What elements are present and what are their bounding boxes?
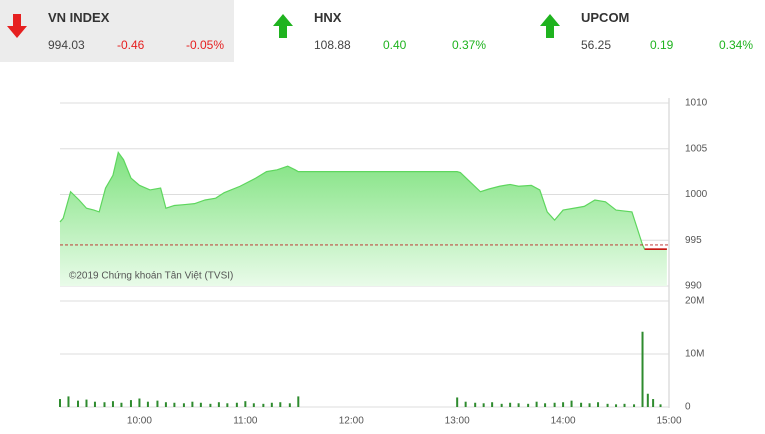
volume-bar — [244, 401, 247, 407]
x-tick-label: 13:00 — [445, 416, 470, 427]
volume-bar — [67, 396, 70, 407]
volume-bar — [77, 400, 80, 407]
volume-bar — [491, 402, 494, 407]
ticker-percent: -0.05% — [186, 38, 225, 52]
volume-bar — [182, 403, 185, 407]
volume-bar — [456, 397, 459, 407]
up-arrow — [540, 14, 560, 38]
x-tick-label: 15:00 — [656, 416, 681, 427]
down-arrow — [7, 14, 27, 38]
ticker-bar: VN INDEX 994.03 -0.46 -0.05% HNX 108.88 … — [0, 0, 765, 62]
volume-bar — [226, 403, 229, 407]
ticker-name: UPCOM — [581, 10, 630, 25]
volume-bar — [623, 403, 626, 407]
ticker-change: 0.40 — [383, 38, 407, 52]
y-tick-label: 20M — [685, 296, 704, 307]
volume-bar — [191, 401, 194, 407]
ticker: HNX 108.88 0.40 0.37% — [266, 0, 500, 62]
volume-bar — [270, 402, 273, 407]
volume-bar — [111, 401, 114, 407]
up-arrow — [273, 14, 293, 38]
volume-bar — [209, 403, 212, 407]
volume-bar — [129, 400, 132, 407]
volume-bar — [570, 400, 573, 407]
ticker-change: -0.46 — [117, 38, 145, 52]
volume-bar — [588, 403, 591, 407]
volume-bar — [59, 399, 61, 407]
y-tick-label: 10M — [685, 349, 704, 360]
volume-bar — [235, 402, 238, 407]
volume-bar — [659, 404, 662, 407]
volume-bar — [527, 403, 530, 407]
ticker-value: 994.03 — [48, 38, 85, 52]
ticker-value: 108.88 — [314, 38, 351, 52]
volume-bar — [641, 331, 644, 407]
volume-bar — [562, 402, 565, 407]
volume-bar — [217, 402, 220, 407]
watermark: ©2019 Chứng khoán Tân Việt (TVSI) — [69, 271, 233, 282]
volume-bar — [580, 402, 583, 407]
volume-bar — [138, 398, 141, 407]
volume-bar — [544, 403, 547, 407]
y-tick-label: 1005 — [685, 143, 708, 154]
volume-bar — [156, 400, 159, 407]
volume-bar — [633, 404, 636, 407]
ticker: VN INDEX 994.03 -0.46 -0.05% — [0, 0, 234, 62]
volume-bar — [597, 402, 600, 407]
ticker-value: 56.25 — [581, 38, 612, 52]
y-tick-label: 995 — [685, 235, 702, 246]
volume-bar — [500, 403, 503, 407]
volume-bar — [288, 403, 291, 407]
ticker-name: VN INDEX — [48, 10, 110, 25]
price-line — [59, 150, 667, 250]
volume-bar — [279, 402, 282, 407]
volume-bar — [262, 403, 265, 407]
ticker-percent: 0.34% — [719, 38, 754, 52]
volume-bar — [164, 402, 167, 407]
volume-bar — [146, 401, 149, 407]
ticker-change: 0.19 — [650, 38, 674, 52]
y-tick-label: 0 — [685, 402, 691, 413]
volume-bar — [535, 401, 538, 407]
volume-bar — [482, 403, 485, 407]
price-area — [60, 152, 667, 286]
ticker-percent: 0.37% — [452, 38, 487, 52]
x-tick-label: 10:00 — [127, 416, 152, 427]
y-tick-label: 1010 — [685, 98, 708, 109]
x-tick-label: 12:00 — [339, 416, 364, 427]
volume-bar — [120, 402, 123, 407]
volume-bar — [173, 402, 176, 407]
volume-bar — [553, 402, 556, 407]
volume-bar — [93, 401, 96, 407]
volume-bar — [464, 401, 467, 407]
x-tick-label: 11:00 — [233, 416, 258, 427]
volume-bar — [509, 402, 512, 407]
y-tick-label: 1000 — [685, 189, 708, 200]
volume-bar — [652, 399, 655, 407]
volume-bar — [517, 403, 520, 407]
volume-bar — [297, 396, 300, 407]
volume-bar — [103, 402, 106, 407]
volume-bar — [85, 399, 88, 407]
volume-bar — [199, 402, 202, 407]
chart: 990 995 1000 1005 1010 ©2019 Chứng khoán Tân … — [59, 98, 708, 427]
volume-bar — [615, 404, 618, 407]
ticker: UPCOM 56.25 0.19 0.34% — [533, 0, 765, 62]
volume-bar — [606, 403, 609, 407]
ticker-name: HNX — [314, 10, 342, 25]
volume-bar — [252, 403, 255, 407]
x-tick-label: 14:00 — [551, 416, 576, 427]
volume-bar — [474, 402, 477, 407]
y-tick-label: 990 — [685, 281, 702, 292]
volume-bar — [646, 393, 649, 407]
